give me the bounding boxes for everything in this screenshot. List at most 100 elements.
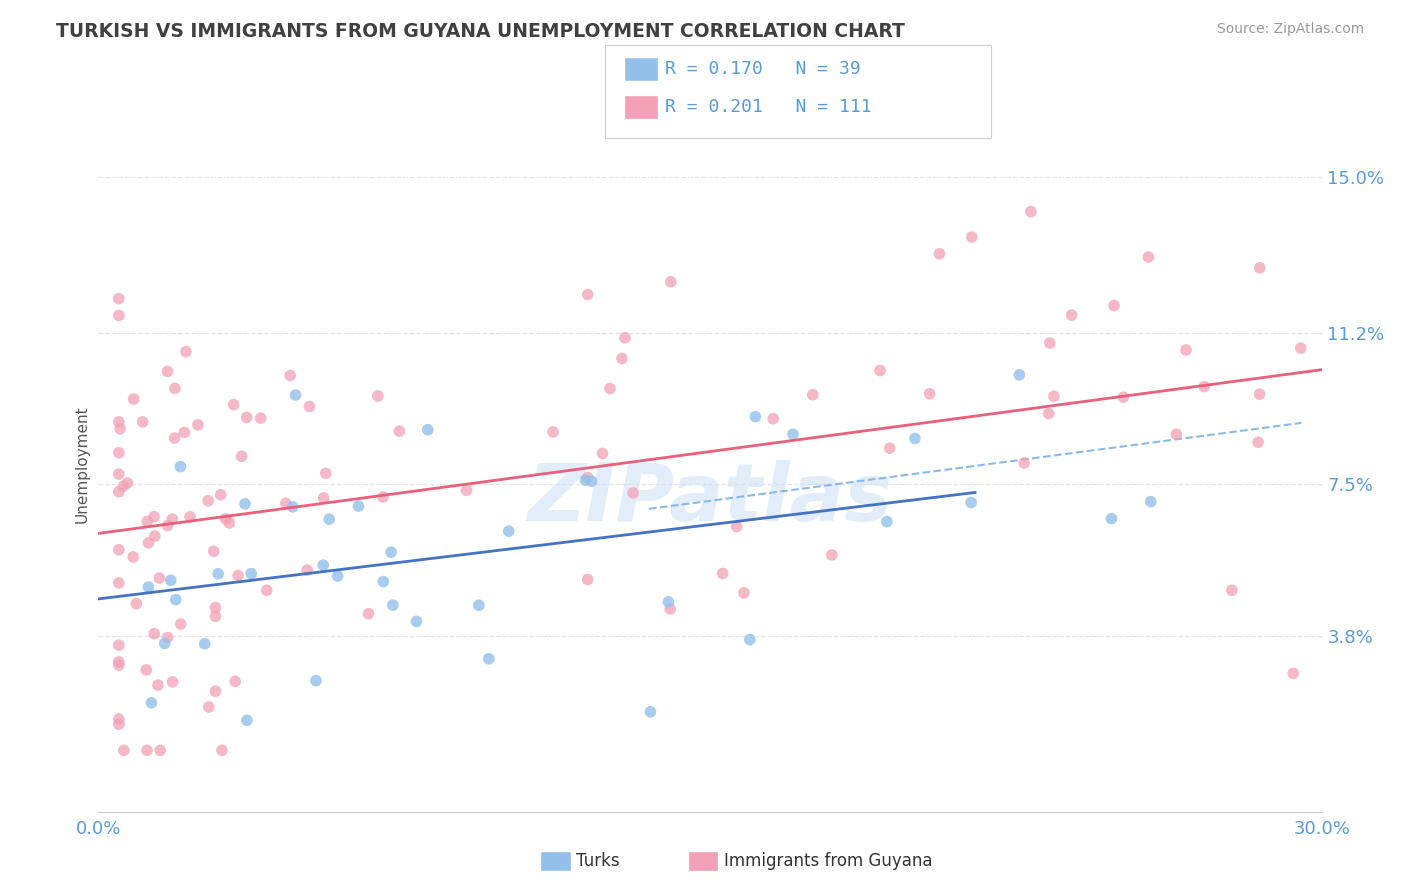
Point [576, 287, 599, 301]
Point [278, 368, 301, 383]
Point [194, 637, 217, 651]
Point [416, 423, 439, 437]
Point [1249, 260, 1271, 275]
Point [235, 410, 257, 425]
Point [108, 467, 131, 481]
Point [187, 417, 209, 432]
Point [165, 592, 187, 607]
Point [224, 674, 246, 689]
Point [108, 655, 131, 669]
Point [904, 432, 927, 446]
Point [108, 638, 131, 652]
Point [371, 490, 394, 504]
Point [315, 467, 337, 481]
Point [112, 743, 135, 757]
Point [613, 331, 636, 345]
Point [138, 536, 160, 550]
Point [1166, 427, 1188, 442]
Text: Immigrants from Guyana: Immigrants from Guyana [724, 852, 932, 870]
Point [659, 275, 682, 289]
Point [576, 470, 599, 484]
Point [1060, 308, 1083, 322]
Point [108, 415, 131, 429]
Point [149, 743, 172, 757]
Point [197, 700, 219, 714]
Point [305, 673, 328, 688]
Point [1008, 368, 1031, 382]
Point [148, 571, 170, 585]
Point [108, 422, 131, 436]
Point [1102, 299, 1125, 313]
Point [1282, 666, 1305, 681]
Point [281, 500, 304, 514]
Point [209, 488, 232, 502]
Point [599, 382, 621, 396]
Point [174, 344, 197, 359]
Point [744, 409, 766, 424]
Point [249, 411, 271, 425]
Point [1043, 389, 1066, 403]
Point [821, 548, 844, 562]
Point [357, 607, 380, 621]
Point [801, 387, 824, 401]
Point [159, 573, 181, 587]
Point [156, 364, 179, 378]
Point [1247, 435, 1270, 450]
Point [143, 529, 166, 543]
Point [960, 495, 983, 509]
Point [610, 351, 633, 366]
Point [498, 524, 520, 539]
Point [381, 598, 404, 612]
Point [240, 566, 263, 581]
Point [153, 636, 176, 650]
Point [204, 684, 226, 698]
Point [928, 247, 950, 261]
Point [231, 450, 253, 464]
Text: Turks: Turks [576, 852, 620, 870]
Point [108, 484, 131, 499]
Point [1099, 511, 1122, 525]
Point [117, 475, 139, 490]
Point [456, 483, 478, 498]
Point [367, 389, 389, 403]
Text: ZIPatlas: ZIPatlas [527, 459, 893, 538]
Point [108, 309, 131, 323]
Point [576, 573, 599, 587]
Point [318, 512, 340, 526]
Point [143, 509, 166, 524]
Point [312, 558, 335, 573]
Point [1175, 343, 1198, 357]
Point [1249, 387, 1271, 401]
Point [138, 580, 160, 594]
Point [640, 705, 662, 719]
Text: R = 0.201   N = 111: R = 0.201 N = 111 [665, 98, 872, 116]
Point [1139, 494, 1161, 508]
Point [541, 425, 564, 439]
Point [295, 563, 318, 577]
Point [163, 381, 186, 395]
Point [388, 424, 411, 438]
Point [108, 446, 131, 460]
Point [733, 586, 755, 600]
Point [108, 658, 131, 673]
Text: TURKISH VS IMMIGRANTS FROM GUYANA UNEMPLOYMENT CORRELATION CHART: TURKISH VS IMMIGRANTS FROM GUYANA UNEMPL… [56, 22, 905, 41]
Point [173, 425, 195, 440]
Point [574, 473, 596, 487]
Point [202, 544, 225, 558]
Point [725, 519, 748, 533]
Point [592, 446, 614, 460]
Point [1220, 583, 1243, 598]
Point [218, 516, 240, 530]
Point [478, 652, 501, 666]
Point [373, 574, 395, 589]
Point [125, 597, 148, 611]
Point [711, 566, 734, 581]
Point [659, 602, 682, 616]
Point [876, 515, 898, 529]
Point [347, 499, 370, 513]
Point [162, 512, 184, 526]
Point [207, 566, 229, 581]
Point [179, 509, 201, 524]
Point [1112, 390, 1135, 404]
Point [122, 392, 145, 406]
